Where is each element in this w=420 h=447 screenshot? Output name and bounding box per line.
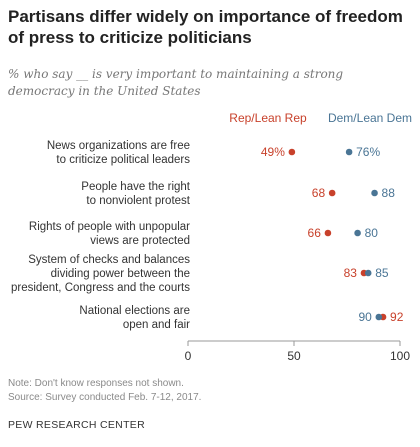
category-label: People have the right (81, 181, 190, 193)
category-label: to criticize political leaders (56, 154, 190, 166)
rep-value-label: 83 (344, 266, 358, 280)
rep-value-label: 68 (312, 186, 326, 200)
chart-title: Partisans differ widely on importance of… (8, 7, 403, 47)
category-label: National elections are (79, 305, 190, 317)
category-label: News organizations are free (47, 140, 190, 152)
rep-value-label: 49% (261, 145, 285, 159)
legend-rep: Rep/Lean Rep (229, 111, 307, 125)
note-text: Note: Don't know responses not shown. (8, 378, 184, 389)
dem-value-label: 88 (382, 186, 396, 200)
rep-dot (328, 189, 336, 197)
dem-dot (345, 148, 353, 156)
org-name: PEW RESEARCH CENTER (8, 419, 145, 431)
dem-dot (371, 189, 378, 197)
source-text: Source: Survey conducted Feb. 7-12, 2017… (8, 392, 202, 403)
rep-value-label: 66 (308, 226, 322, 240)
dem-value-label: 85 (375, 266, 389, 280)
category-label: System of checks and balances (28, 254, 190, 266)
dem-value-label: 80 (365, 226, 379, 240)
category-label: open and fair (123, 319, 190, 331)
dem-dot (375, 313, 383, 321)
dem-dot (354, 229, 361, 237)
chart-subtitle: % who say __ is very important to mainta… (8, 67, 344, 98)
x-tick-label: 50 (287, 349, 301, 363)
x-tick-label: 100 (390, 349, 410, 363)
category-label: Rights of people with unpopular (29, 221, 190, 233)
category-label: views are protected (90, 235, 190, 247)
rep-dot (288, 148, 296, 156)
rep-value-label: 92 (390, 310, 404, 324)
dem-dot (364, 269, 372, 277)
x-tick-label: 0 (185, 349, 192, 363)
dem-value-label: 90 (358, 310, 372, 324)
category-label: dividing power between the (51, 268, 190, 280)
category-label: to nonviolent protest (86, 195, 190, 207)
dem-value-label: 76% (356, 145, 380, 159)
rep-dot (324, 229, 332, 237)
legend-dem: Dem/Lean Dem (328, 111, 412, 125)
category-label: president, Congress and the courts (11, 282, 190, 294)
